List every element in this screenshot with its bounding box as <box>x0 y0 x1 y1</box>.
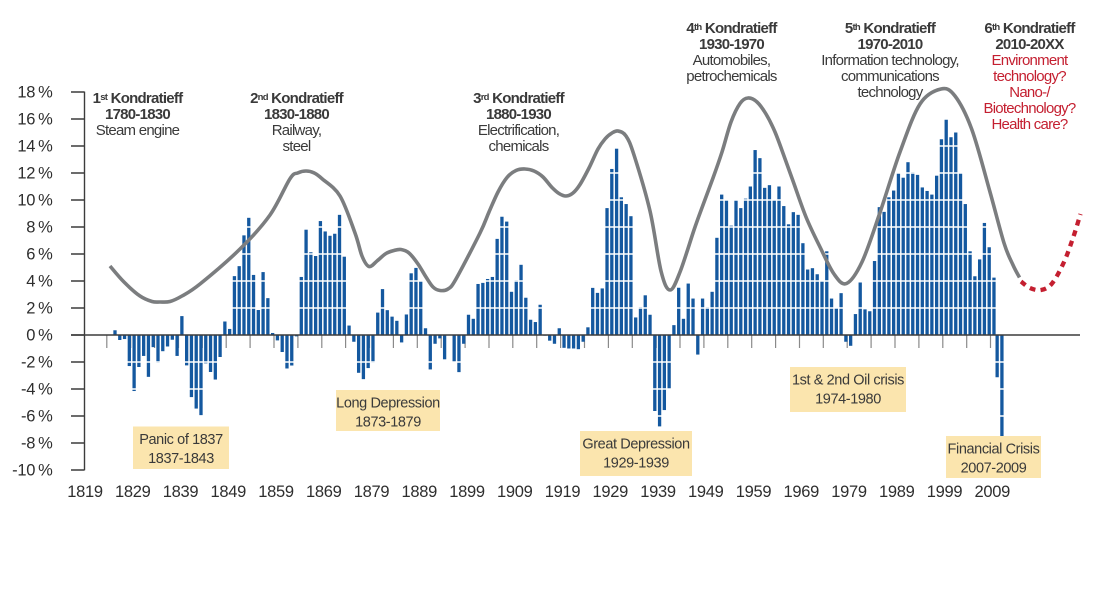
svg-text:2007-2009: 2007-2009 <box>961 461 1027 477</box>
svg-text:1819: 1819 <box>67 483 103 501</box>
svg-text:1873-1879: 1873-1879 <box>355 415 421 431</box>
svg-text:1979: 1979 <box>831 483 867 501</box>
svg-text:4th Kondratieff: 4th Kondratieff <box>686 20 778 37</box>
svg-text:1839: 1839 <box>163 483 199 501</box>
svg-text:1780-1830: 1780-1830 <box>105 106 170 123</box>
svg-text:-6 %: -6 % <box>21 408 53 426</box>
svg-text:-2 %: -2 % <box>21 354 53 372</box>
svg-text:1949: 1949 <box>688 483 724 501</box>
svg-text:petrochemicals: petrochemicals <box>686 68 777 85</box>
svg-text:chemicals: chemicals <box>489 138 549 155</box>
svg-text:1859: 1859 <box>258 483 294 501</box>
svg-text:14 %: 14 % <box>17 138 53 156</box>
svg-text:-10 %: -10 % <box>12 462 53 480</box>
svg-text:Nano-/: Nano-/ <box>1009 84 1051 101</box>
svg-text:12 %: 12 % <box>17 165 53 183</box>
svg-text:1849: 1849 <box>210 483 246 501</box>
svg-text:Electrification,: Electrification, <box>478 122 559 139</box>
svg-text:1869: 1869 <box>306 483 342 501</box>
svg-text:Railway,: Railway, <box>272 122 322 139</box>
svg-text:1989: 1989 <box>879 483 915 501</box>
svg-text:8 %: 8 % <box>26 219 53 237</box>
svg-text:2010-20XX: 2010-20XX <box>995 36 1064 53</box>
svg-text:1919: 1919 <box>545 483 581 501</box>
svg-text:6th Kondratieff: 6th Kondratieff <box>984 20 1076 37</box>
svg-text:technology?: technology? <box>993 68 1066 85</box>
svg-text:technology: technology <box>857 84 923 101</box>
svg-text:16 %: 16 % <box>17 111 53 129</box>
svg-text:Automobiles,: Automobiles, <box>693 52 771 69</box>
svg-text:Environment: Environment <box>992 52 1070 69</box>
svg-text:1929: 1929 <box>592 483 628 501</box>
svg-text:Great Depression: Great Depression <box>582 437 690 453</box>
svg-text:1830-1880: 1830-1880 <box>264 106 329 123</box>
svg-text:Financial Crisis: Financial Crisis <box>948 442 1040 458</box>
svg-text:1970-2010: 1970-2010 <box>858 36 923 53</box>
svg-text:1889: 1889 <box>401 483 437 501</box>
svg-text:1st Kondratieff: 1st Kondratieff <box>93 90 184 107</box>
svg-text:10 %: 10 % <box>17 192 53 210</box>
svg-text:1974-1980: 1974-1980 <box>815 392 881 408</box>
svg-text:communications: communications <box>841 68 939 85</box>
svg-text:Information technology,: Information technology, <box>821 52 959 69</box>
svg-text:Long Depression: Long Depression <box>336 396 440 412</box>
svg-text:1899: 1899 <box>449 483 485 501</box>
svg-text:1829: 1829 <box>115 483 151 501</box>
svg-text:Panic of 1837: Panic of 1837 <box>139 432 223 448</box>
svg-text:1930-1970: 1930-1970 <box>699 36 764 53</box>
svg-text:1929-1939: 1929-1939 <box>603 456 669 472</box>
svg-text:3rd Kondratieff: 3rd Kondratieff <box>473 90 566 107</box>
svg-text:steel: steel <box>283 138 311 155</box>
svg-text:2nd Kondratieff: 2nd Kondratieff <box>250 90 345 107</box>
svg-text:6 %: 6 % <box>26 246 53 264</box>
svg-text:4 %: 4 % <box>26 273 53 291</box>
svg-text:0 %: 0 % <box>26 327 53 345</box>
svg-text:1969: 1969 <box>783 483 819 501</box>
svg-text:18 %: 18 % <box>17 84 53 102</box>
svg-text:1879: 1879 <box>354 483 390 501</box>
svg-text:1880-1930: 1880-1930 <box>486 106 551 123</box>
svg-text:-4 %: -4 % <box>21 381 53 399</box>
svg-text:1837-1843: 1837-1843 <box>148 451 214 467</box>
svg-text:1959: 1959 <box>736 483 772 501</box>
svg-text:Health care?: Health care? <box>991 116 1067 133</box>
svg-text:Steam engine: Steam engine <box>96 122 180 139</box>
svg-text:1939: 1939 <box>640 483 676 501</box>
svg-text:1st & 2nd Oil crisis: 1st & 2nd Oil crisis <box>792 373 904 389</box>
svg-text:2 %: 2 % <box>26 300 53 318</box>
svg-text:5th Kondratieff: 5th Kondratieff <box>845 20 937 37</box>
svg-text:Biotechnology?: Biotechnology? <box>983 100 1075 117</box>
svg-text:2009: 2009 <box>974 483 1010 501</box>
svg-text:1909: 1909 <box>497 483 533 501</box>
svg-text:1999: 1999 <box>927 483 963 501</box>
svg-text:-8 %: -8 % <box>21 435 53 453</box>
